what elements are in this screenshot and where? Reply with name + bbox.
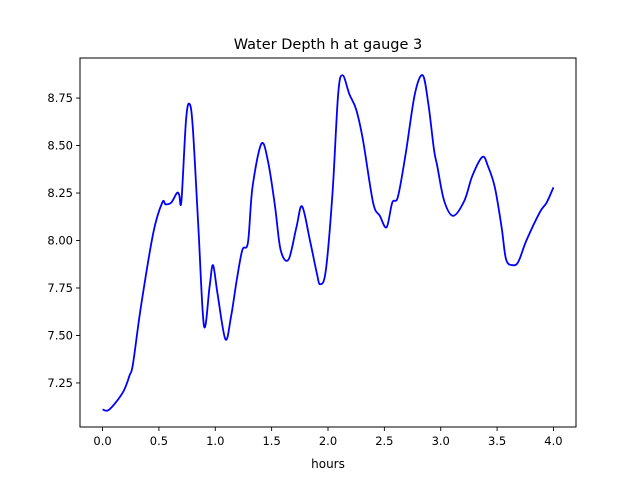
x-tick-label: 0.5 xyxy=(150,434,168,448)
x-tick-label: 2.5 xyxy=(375,434,393,448)
y-tick-label: 7.75 xyxy=(47,281,73,295)
y-tick-label: 8.00 xyxy=(47,234,73,248)
x-axis-label: hours xyxy=(311,457,345,471)
x-tick-label: 4.0 xyxy=(544,434,562,448)
x-tick-label: 3.0 xyxy=(432,434,450,448)
y-tick-label: 8.75 xyxy=(47,91,73,105)
x-tick-label: 0.0 xyxy=(93,434,111,448)
series-line-h xyxy=(102,74,555,412)
x-tick-label: 3.5 xyxy=(488,434,506,448)
y-tick-label: 7.50 xyxy=(47,328,73,342)
y-tick-label: 8.50 xyxy=(47,139,73,153)
x-tick-label: 1.5 xyxy=(262,434,280,448)
y-tick-label: 8.25 xyxy=(47,186,73,200)
x-tick-label: 2.0 xyxy=(319,434,337,448)
plot-area: 0.0 0.5 1.0 1.5 2.0 2.5 3.0 3.5 4.0 7.25 7.50 7.75 8… xyxy=(47,57,577,448)
y-tick-label: 7.25 xyxy=(47,376,73,390)
chart-title: Water Depth h at gauge 3 xyxy=(234,37,422,53)
x-tick-label: 1.0 xyxy=(206,434,224,448)
